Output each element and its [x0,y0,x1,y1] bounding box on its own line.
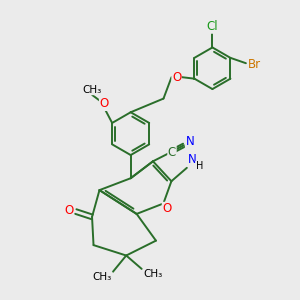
Text: O: O [162,202,172,215]
Text: H: H [196,161,203,171]
Text: O: O [64,203,74,217]
Text: CH₃: CH₃ [82,85,101,95]
Text: Cl: Cl [207,20,218,33]
Text: CH₃: CH₃ [143,269,163,279]
Text: O: O [172,71,181,84]
Text: Br: Br [248,58,261,71]
Text: C: C [168,146,176,160]
Text: N: N [188,153,197,166]
Text: CH₃: CH₃ [93,272,112,282]
Text: O: O [100,98,109,110]
Text: N: N [185,135,194,148]
